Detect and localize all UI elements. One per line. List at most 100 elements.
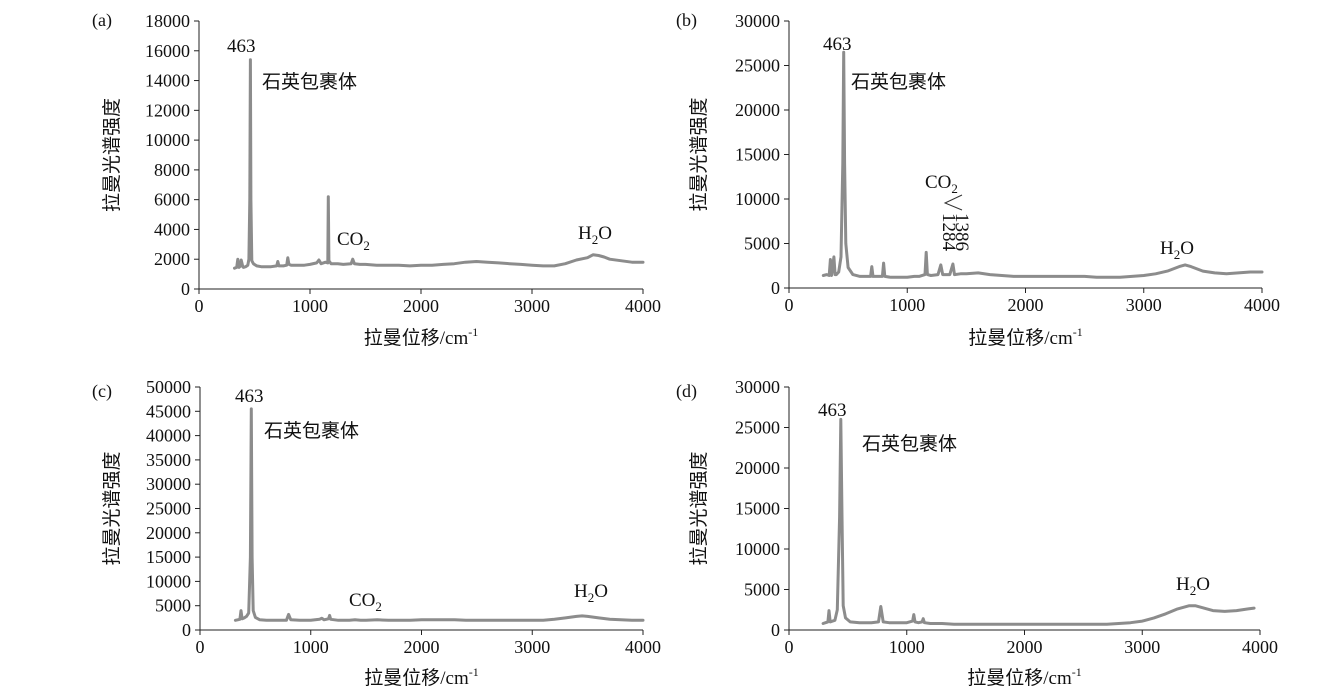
co2-label-sub: 2 — [375, 599, 382, 614]
y-tick-label: 35000 — [146, 450, 191, 470]
x-tick-label: 4000 — [1244, 295, 1280, 315]
h2o-label-sub: 2 — [592, 232, 599, 247]
x-tick-label: 3000 — [1126, 295, 1162, 315]
y-tick-label: 14000 — [145, 71, 190, 91]
h2o-label-o: O — [1196, 574, 1210, 595]
y-tick-label: 5000 — [155, 596, 191, 616]
y-tick-label: 30000 — [735, 377, 780, 397]
panel-label: (b) — [676, 10, 697, 31]
peak-label: 463 — [818, 400, 847, 421]
y-axis-title: 拉曼光谱强度 — [101, 98, 123, 212]
y-tick-label: 10000 — [735, 539, 780, 559]
y-tick-label: 8000 — [154, 160, 190, 180]
h2o-label-o: O — [594, 581, 608, 602]
x-tick-label: 1000 — [292, 296, 328, 316]
y-tick-label: 6000 — [154, 190, 190, 210]
co2-label: CO2 — [337, 229, 370, 253]
y-tick-label: 10000 — [735, 189, 780, 209]
y-tick-label: 0 — [181, 279, 190, 299]
x-tick-label: 4000 — [625, 637, 661, 657]
x-axis-title: 拉曼位移/cm-1 — [968, 325, 1083, 349]
host-mineral-label: 石英包裹体 — [262, 71, 357, 93]
x-tick-label: 4000 — [1242, 637, 1278, 657]
y-tick-label: 20000 — [146, 523, 191, 543]
y-axis-title: 拉曼光谱强度 — [688, 97, 710, 211]
panel-label: (a) — [92, 10, 112, 31]
y-tick-label: 40000 — [146, 426, 191, 446]
x-tick-label: 1000 — [889, 295, 925, 315]
h2o-label: H2O — [1160, 238, 1194, 262]
co2-label-sub: 2 — [951, 181, 958, 196]
host-mineral-label: 石英包裹体 — [851, 71, 946, 93]
y-tick-label: 0 — [182, 620, 191, 640]
y-tick-label: 5000 — [744, 234, 780, 254]
y-tick-label: 20000 — [735, 100, 780, 120]
y-tick-label: 0 — [771, 620, 780, 640]
co2-peak-1284-label: 1284 — [938, 213, 959, 252]
panel-label: (d) — [676, 381, 697, 402]
y-tick-label: 25000 — [735, 56, 780, 76]
h2o-label-o: O — [598, 223, 612, 244]
h2o-label-sub: 2 — [1174, 247, 1181, 262]
y-axis-title: 拉曼光谱强度 — [101, 451, 123, 565]
co2-peak-1386-label: 1386 — [951, 213, 972, 251]
host-mineral-label: 石英包裹体 — [264, 420, 359, 442]
x-axis-title-sup: -1 — [469, 665, 479, 679]
y-tick-label: 2000 — [154, 249, 190, 269]
x-tick-label: 2000 — [404, 637, 440, 657]
chart-panel-3: (d) 0 1000 2000 3000 4000 0 5000 10000 15000 20000… — [676, 377, 1278, 689]
x-tick-label: 0 — [785, 637, 794, 657]
x-tick-label: 3000 — [1124, 637, 1160, 657]
x-axis-title-sup: -1 — [468, 325, 478, 339]
y-tick-label: 18000 — [145, 11, 190, 31]
co2-label-sub: 2 — [363, 238, 370, 253]
y-tick-label: 15000 — [735, 499, 780, 519]
series-line-0 — [821, 417, 1256, 626]
y-tick-label: 30000 — [735, 11, 780, 31]
y-tick-label: 30000 — [146, 474, 191, 494]
y-tick-label: 45000 — [146, 401, 191, 421]
y-tick-label: 25000 — [146, 499, 191, 519]
y-tick-label: 5000 — [744, 580, 780, 600]
x-tick-label: 3000 — [514, 637, 550, 657]
co2-leader — [943, 194, 963, 211]
y-tick-label: 15000 — [146, 547, 191, 567]
x-axis-title: 拉曼位移/cm-1 — [364, 665, 479, 689]
x-tick-label: 2000 — [403, 296, 439, 316]
peak-label: 463 — [227, 36, 256, 57]
peak-label: 463 — [823, 34, 852, 55]
y-tick-label: 16000 — [145, 41, 190, 61]
co2-label: CO2 — [349, 590, 382, 614]
x-tick-label: 1000 — [293, 637, 329, 657]
panel-label: (c) — [92, 381, 112, 402]
x-tick-label: 0 — [196, 637, 205, 657]
host-mineral-label: 石英包裹体 — [862, 433, 957, 455]
y-tick-label: 50000 — [146, 377, 191, 397]
y-axis-title: 拉曼光谱强度 — [688, 451, 710, 565]
peak-label: 463 — [235, 386, 264, 407]
h2o-label: H2O — [574, 581, 608, 605]
x-tick-label: 2000 — [1007, 637, 1043, 657]
x-axis-title: 拉曼位移/cm-1 — [967, 665, 1082, 689]
x-tick-label: 4000 — [625, 296, 661, 316]
x-tick-label: 2000 — [1008, 295, 1044, 315]
h2o-label: H2O — [578, 223, 612, 247]
x-tick-label: 1000 — [889, 637, 925, 657]
panels: (a)0 1000 2000 3000 400002000400060008000100… — [92, 10, 1280, 689]
series-line-0 — [233, 58, 645, 270]
x-axis-title: 拉曼位移/cm-1 — [364, 325, 479, 349]
y-tick-label: 15000 — [735, 145, 780, 165]
h2o-label-sub: 2 — [1190, 583, 1197, 598]
x-axis-title-sup: -1 — [1072, 665, 1082, 679]
x-tick-label: 0 — [195, 296, 204, 316]
y-tick-label: 0 — [771, 278, 780, 298]
x-tick-label: 3000 — [514, 296, 550, 316]
y-tick-label: 12000 — [145, 100, 190, 120]
h2o-label-sub: 2 — [588, 590, 595, 605]
chart-panel-0: (a) 0 1000 2000 3000 4000 0 2000 4000 6000 8000 100… — [92, 10, 661, 349]
h2o-label-o: O — [1180, 238, 1194, 259]
series-line-0 — [233, 407, 645, 622]
y-tick-label: 10000 — [146, 571, 191, 591]
h2o-label: H2O — [1176, 574, 1210, 598]
